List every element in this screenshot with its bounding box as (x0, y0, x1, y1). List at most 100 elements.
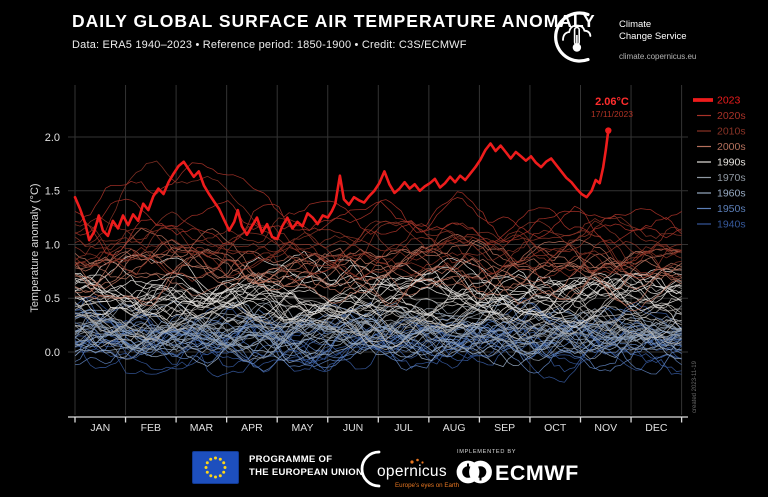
legend-label-1990s: 1990s (717, 157, 746, 169)
year-line-2010s (74, 160, 682, 278)
annotation-value: 2.06°C (595, 96, 629, 108)
eu-star (209, 474, 213, 478)
year-line-1980s (74, 292, 682, 335)
month-label: APR (241, 422, 263, 434)
x-axis (68, 416, 688, 423)
year-line-1960s (74, 313, 682, 358)
year-line-2020s (74, 197, 682, 256)
y-tick-label: 0.0 (45, 347, 60, 359)
page-title: DAILY GLOBAL SURFACE AIR TEMPERATURE ANO… (72, 11, 596, 31)
copernicus-orbit-dot (421, 461, 424, 464)
created-date-watermark: created 2023-11-19 (692, 360, 698, 413)
year-line-2000s (74, 227, 682, 294)
year-line-1970s (74, 305, 682, 359)
climate-service-url: climate.copernicus.eu (619, 52, 697, 61)
peak-annotation: 2.06°C 17/11/2023 (591, 96, 633, 119)
year-line-2020s (74, 191, 682, 243)
month-label: JUL (394, 422, 413, 434)
eu-star (204, 466, 208, 469)
y-tick-labels: 0.0 0.5 1.0 1.5 2.0 (45, 132, 60, 359)
month-label: SEP (494, 422, 515, 434)
year-line-2020s (74, 162, 682, 245)
year-line-2010s (74, 223, 682, 277)
eu-star (214, 475, 217, 479)
year-line-1980s (74, 282, 682, 348)
month-label: NOV (594, 422, 617, 434)
year-line-1990s (74, 254, 682, 304)
year-line-2000s (74, 228, 682, 291)
year-line-1990s (74, 276, 682, 328)
line-2023 (73, 129, 610, 242)
year-line-1980s (74, 286, 682, 344)
year-line-1980s (74, 275, 682, 326)
copernicus-tagline: Europe's eyes on Earth (395, 482, 460, 489)
y-tick-label: 1.5 (45, 186, 60, 198)
endpoint-dot-2023 (605, 127, 612, 134)
copernicus-logo: opernicus Europe's eyes on Earth (360, 450, 460, 489)
year-line-2000s (74, 257, 682, 307)
year-line-2000s (74, 249, 682, 300)
y-tick-label: 2.0 (45, 132, 60, 144)
month-label: AUG (443, 422, 466, 434)
month-label: DEC (645, 422, 668, 434)
y-tick-label: 0.5 (45, 293, 60, 305)
ecmwf-name: ECMWF (495, 461, 579, 485)
climate-service-name-line1: Climate (619, 19, 652, 30)
eu-flag-stars (204, 456, 227, 479)
legend-label-2023: 2023 (717, 95, 741, 107)
eu-star (222, 461, 226, 465)
month-label: MAY (291, 422, 313, 434)
eu-star (218, 474, 222, 478)
year-line-2000s (74, 247, 682, 306)
year-line-1980s (74, 282, 682, 335)
eu-star (222, 470, 226, 474)
eu-star (209, 457, 213, 461)
year-line-2010s (74, 215, 682, 261)
legend-label-1950s: 1950s (717, 203, 746, 215)
month-label: OCT (544, 422, 567, 434)
year-line-2010s (74, 226, 682, 282)
c3s-logo: Climate Change Service climate.copernicu… (548, 5, 696, 67)
eu-star (214, 456, 217, 460)
ecmwf-logo: IMPLEMENTED BY ECMWF (456, 449, 579, 485)
year-line-1980s (74, 273, 682, 330)
chart-header: DAILY GLOBAL SURFACE AIR TEMPERATURE ANO… (72, 11, 596, 51)
y-tick-label: 1.0 (45, 239, 60, 251)
legend-label-2000s: 2000s (717, 141, 746, 153)
year-line-1980s (74, 302, 682, 351)
year-line-1970s (74, 305, 682, 351)
climate-service-icon (554, 11, 592, 63)
eu-flag (192, 451, 239, 484)
legend-label-2010s: 2010s (717, 126, 746, 138)
legend-label-1960s: 1960s (717, 188, 746, 200)
implemented-by-label: IMPLEMENTED BY (457, 449, 516, 455)
annotation-date: 17/11/2023 (591, 109, 633, 119)
year-line-2010s (74, 211, 682, 268)
copernicus-name: opernicus (377, 463, 447, 480)
legend-label-2020s: 2020s (717, 110, 746, 122)
month-label: FEB (141, 422, 161, 434)
year-line-1960s (74, 311, 682, 356)
year-line-2000s (74, 239, 682, 300)
year-line-1990s (74, 250, 682, 314)
month-labels: JAN FEB MAR APR MAY JUN JUL AUG SEP OCT NOV DEC (90, 422, 667, 434)
year-line-1940s (74, 318, 682, 369)
climate-service-name-line2: Change Service (619, 30, 687, 42)
copernicus-orbit-dot (416, 458, 419, 462)
eu-star (205, 461, 209, 465)
copernicus-orbit-dot (410, 460, 414, 464)
year-line-1970s (74, 300, 682, 361)
ecmwf-icon (456, 460, 492, 484)
chart-gridlines (68, 85, 688, 415)
year-line-1970s (74, 304, 682, 359)
legend-label-1940s: 1940s (717, 219, 746, 231)
series-2023 (73, 127, 612, 242)
year-line-2010s (74, 221, 682, 278)
month-label: JUN (343, 422, 363, 434)
legend-label-1970s: 1970s (717, 172, 746, 184)
eu-programme-label: PROGRAMME OF THE EUROPEAN UNION (249, 454, 364, 478)
decade-lines (74, 160, 682, 383)
month-label: MAR (190, 422, 214, 434)
eu-star (205, 470, 209, 474)
